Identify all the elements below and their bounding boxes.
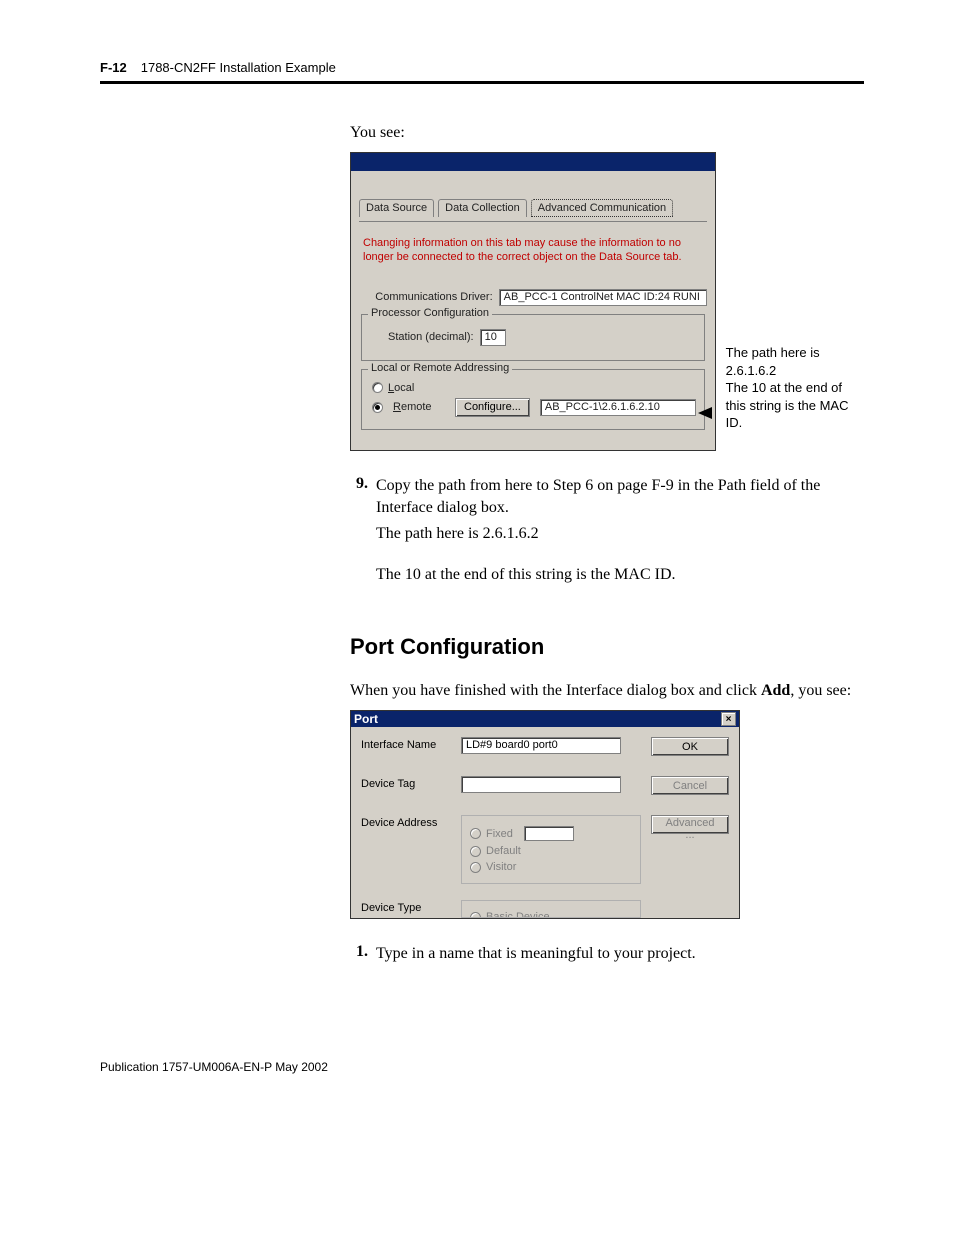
configure-button[interactable]: Configure... — [455, 398, 530, 417]
comm-driver-field[interactable]: AB_PCC-1 ControlNet MAC ID:24 RUNI — [499, 289, 707, 306]
ok-button[interactable]: OK — [651, 737, 729, 756]
device-tag-field[interactable] — [461, 776, 621, 793]
device-tag-label: Device Tag — [361, 776, 451, 790]
warning-text: Changing information on this tab may cau… — [363, 236, 703, 265]
section-intro: When you have finished with the Interfac… — [350, 682, 864, 700]
port-dialog: Port × Interface Name LD#9 board0 port0 … — [350, 710, 740, 919]
radio-local[interactable]: Local — [372, 382, 696, 394]
port-dialog-title: Port — [354, 712, 378, 726]
port-dialog-titlebar: Port × — [351, 711, 739, 727]
processor-config-group: Processor Configuration Station (decimal… — [361, 314, 705, 361]
dialog-titlebar — [351, 153, 715, 171]
intro-text: You see: — [350, 124, 864, 142]
publication-footer: Publication 1757-UM006A-EN-P May 2002 — [100, 1060, 864, 1074]
addressing-title: Local or Remote Addressing — [368, 362, 512, 374]
radio-fixed[interactable]: Fixed — [470, 826, 632, 841]
advanced-comm-dialog: Data Source Data Collection Advanced Com… — [350, 152, 716, 451]
processor-config-title: Processor Configuration — [368, 307, 492, 319]
device-type-label: Device Type — [361, 900, 451, 914]
advanced-button[interactable]: Advanced ... — [651, 815, 729, 834]
device-address-label: Device Address — [361, 815, 451, 829]
radio-basic-device[interactable]: Basic Device — [470, 911, 632, 918]
device-type-group: Basic Device — [461, 900, 641, 918]
page-number: F-12 — [100, 60, 127, 75]
radio-remote[interactable]: Remote Configure... AB_PCC-1\2.6.1.6.2.1… — [372, 398, 696, 417]
station-label: Station (decimal): — [388, 331, 474, 343]
device-address-group: Fixed Default Visitor — [461, 815, 641, 884]
tab-data-source[interactable]: Data Source — [359, 199, 434, 217]
comm-driver-label: Communications Driver: — [375, 291, 492, 303]
step-9: 9. Copy the path from here to Step 6 on … — [350, 475, 864, 591]
step-1: 1. Type in a name that is meaningful to … — [350, 943, 864, 969]
callout-note: The path here is 2.6.1.6.2 The 10 at the… — [726, 344, 864, 432]
interface-name-label: Interface Name — [361, 737, 451, 751]
close-icon[interactable]: × — [721, 712, 736, 726]
tab-data-collection[interactable]: Data Collection — [438, 199, 527, 217]
radio-default[interactable]: Default — [470, 845, 632, 857]
fixed-value-field[interactable] — [524, 826, 574, 841]
tab-advanced-communication[interactable]: Advanced Communication — [531, 199, 673, 217]
section-heading: Port Configuration — [350, 634, 864, 660]
cancel-button[interactable]: Cancel — [651, 776, 729, 795]
path-field[interactable]: AB_PCC-1\2.6.1.6.2.10 — [540, 399, 696, 416]
addressing-group: Local or Remote Addressing Local Remote … — [361, 369, 705, 430]
header-title: 1788-CN2FF Installation Example — [141, 60, 336, 75]
station-field[interactable]: 10 — [480, 329, 506, 346]
interface-name-field[interactable]: LD#9 board0 port0 — [461, 737, 621, 754]
radio-visitor[interactable]: Visitor — [470, 861, 632, 873]
tab-strip: Data Source Data Collection Advanced Com… — [359, 199, 707, 217]
page-header: F-12 1788-CN2FF Installation Example — [100, 60, 864, 84]
callout-arrow — [698, 407, 712, 419]
